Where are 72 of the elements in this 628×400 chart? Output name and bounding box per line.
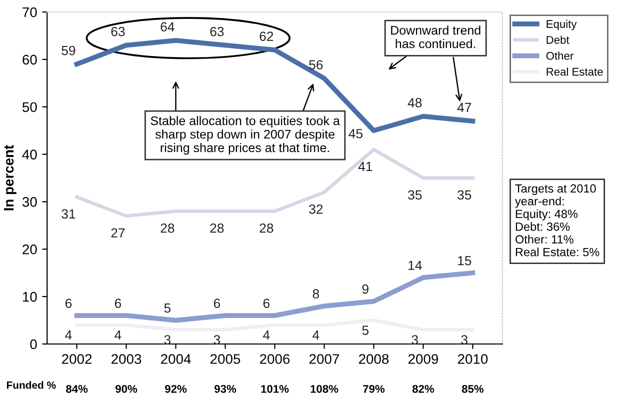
y-tick-label: 50 — [22, 102, 37, 112]
data-label: 6 — [263, 298, 270, 308]
y-tick-label: 40 — [22, 150, 37, 160]
y-tick-label: 0 — [30, 339, 37, 350]
data-label: 3 — [214, 335, 220, 344]
data-label: 4 — [312, 330, 320, 340]
x-tick-label: 2004 — [161, 354, 191, 364]
data-label: 35 — [458, 190, 472, 200]
data-label: 5 — [362, 326, 369, 335]
data-label: 63 — [210, 26, 224, 36]
y-tick-label: 30 — [22, 197, 37, 207]
data-label: 27 — [111, 228, 125, 238]
annotation: Downward trend has continued. — [391, 26, 480, 48]
x-tick-label: 2007 — [309, 354, 339, 364]
text: 101% — [261, 384, 289, 393]
y-tick-label: 20 — [22, 244, 37, 254]
data-label: 47 — [457, 102, 472, 112]
y-tick-label: 70 — [22, 7, 37, 18]
data-label: 8 — [312, 289, 319, 298]
data-label: 59 — [62, 46, 76, 56]
x-tick-label: 2003 — [112, 354, 142, 364]
y-axis-title: In percent — [4, 144, 16, 210]
line-series — [74, 270, 476, 323]
text: 93% — [214, 384, 236, 393]
y-tick-label: 10 — [22, 292, 37, 302]
data-label: 41 — [358, 162, 372, 172]
text: 108% — [310, 384, 338, 393]
data-label: 56 — [309, 60, 323, 70]
legend-label: Debt — [546, 36, 570, 44]
data-label: 9 — [362, 284, 368, 294]
legend-label: Equity — [546, 20, 577, 30]
data-label: 63 — [111, 26, 125, 36]
data-label: 6 — [65, 298, 72, 308]
data-label: 31 — [62, 209, 76, 219]
data-label: 3 — [412, 335, 418, 344]
text: 90% — [116, 384, 138, 393]
data-label: 6 — [114, 298, 122, 308]
legend-label: Other — [546, 52, 574, 60]
data-label: 14 — [408, 260, 422, 270]
data-label: 3 — [164, 335, 171, 344]
x-tick-label: 2005 — [210, 354, 240, 364]
x-tick-label: 2010 — [458, 354, 488, 364]
text: 79% — [363, 384, 385, 393]
data-label: 6 — [214, 298, 220, 308]
data-label: 5 — [164, 304, 171, 313]
legend-label: Real Estate — [546, 68, 603, 76]
x-tick-label: 2006 — [260, 354, 290, 364]
data-label: 15 — [458, 256, 472, 266]
data-label: 64 — [160, 22, 174, 32]
data-label: 4 — [263, 330, 270, 340]
text: Funded % — [6, 381, 56, 389]
x-tick-label: 2008 — [358, 354, 389, 364]
data-label: 4 — [65, 330, 72, 340]
data-label: 28 — [160, 223, 174, 233]
text: 92% — [165, 384, 187, 393]
text: 84% — [66, 384, 88, 393]
data-label: 62 — [260, 32, 274, 41]
text: 82% — [412, 384, 434, 393]
data-label: 32 — [309, 204, 323, 214]
data-label: 48 — [408, 98, 422, 108]
x-tick-label: 2009 — [408, 354, 438, 364]
data-label: 35 — [408, 190, 422, 200]
data-label: 4 — [114, 330, 122, 340]
annotation: Stable allocation to equities took a sharp step down in 2007 despite rising share prices at that time. — [150, 116, 340, 155]
text: Targets at 2010 year-end: Equity: 48% Debt: 36% Other: 11% Real Estate: 5% — [514, 184, 600, 256]
data-label: 45 — [348, 129, 362, 138]
data-label: 28 — [260, 223, 274, 233]
x-tick-label: 2002 — [62, 354, 92, 364]
data-label: 3 — [461, 335, 468, 344]
y-tick-label: 60 — [22, 54, 37, 65]
data-label: 28 — [210, 223, 224, 233]
text: 85% — [462, 384, 484, 393]
